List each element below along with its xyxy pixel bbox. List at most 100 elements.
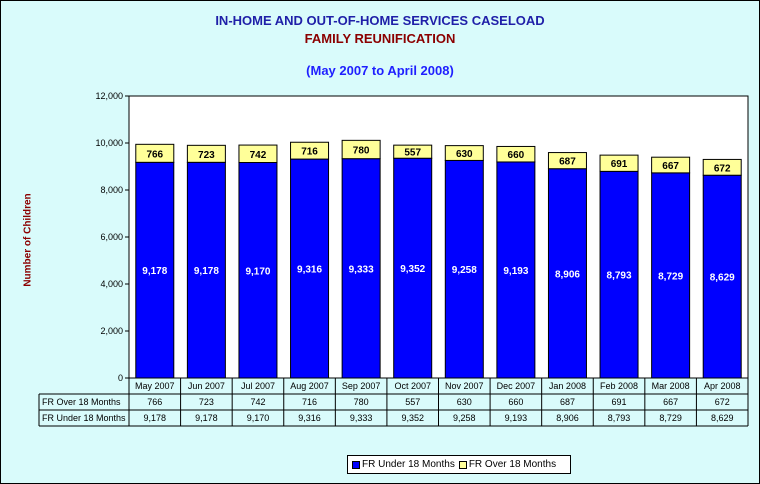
data-label-under: 9,316 — [297, 265, 322, 276]
bar-under-18-months — [186, 161, 226, 379]
data-label-over: 716 — [301, 147, 318, 158]
legend-swatch-under — [352, 460, 360, 469]
table-cell: 9,178 — [195, 413, 218, 423]
legend-item-under: FR Under 18 Months — [352, 459, 455, 470]
table-cell: 8,729 — [659, 413, 682, 423]
data-label-over: 630 — [456, 149, 473, 160]
y-tick-label: 12,000 — [95, 91, 123, 101]
y-tick-label: 4,000 — [100, 279, 123, 289]
y-tick-label: 6,000 — [100, 232, 123, 242]
x-tick-label: Apr 2008 — [704, 381, 741, 391]
x-tick-label: Dec 2007 — [497, 381, 536, 391]
bar-under-18-months — [444, 159, 484, 379]
x-tick-label: Jun 2007 — [188, 381, 225, 391]
data-label-under: 9,333 — [349, 264, 374, 275]
data-label-over: 667 — [662, 161, 679, 172]
table-cell: 687 — [560, 397, 575, 407]
bar-over-18-months — [547, 152, 587, 170]
legend: FR Under 18 Months FR Over 18 Months — [347, 455, 571, 474]
y-tick-label: 8,000 — [100, 185, 123, 195]
bar-over-18-months — [651, 156, 691, 174]
table-cell: 716 — [302, 397, 317, 407]
x-tick-label: Nov 2007 — [445, 381, 484, 391]
data-label-under: 9,178 — [194, 266, 219, 277]
table-cell: 8,906 — [556, 413, 579, 423]
data-label-over: 723 — [198, 150, 215, 161]
legend-swatch-over — [458, 460, 467, 469]
bar-under-18-months — [547, 168, 587, 379]
table-cell: 557 — [405, 397, 420, 407]
bar-under-18-months — [702, 174, 742, 379]
data-label-over: 687 — [559, 157, 576, 168]
table-cell: 9,193 — [505, 413, 528, 423]
table-cell: 8,629 — [711, 413, 734, 423]
x-tick-label: Sep 2007 — [342, 381, 381, 391]
x-tick-label: Jan 2008 — [549, 381, 586, 391]
table-cell: 9,170 — [247, 413, 270, 423]
x-tick-label: Jul 2007 — [241, 381, 275, 391]
bar-over-18-months — [393, 144, 433, 159]
bar-under-18-months — [599, 170, 639, 379]
x-tick-label: Mar 2008 — [652, 381, 690, 391]
table-cell: 9,178 — [144, 413, 167, 423]
table-cell: 723 — [199, 397, 214, 407]
bar-under-18-months — [290, 158, 330, 379]
x-tick-label: Aug 2007 — [290, 381, 329, 391]
legend-label-under: FR Under 18 Months — [362, 459, 455, 470]
bar-over-18-months — [290, 141, 330, 160]
bar-over-18-months — [444, 145, 484, 161]
table-cell: 780 — [354, 397, 369, 407]
data-label-under: 8,729 — [658, 271, 683, 282]
table-cell: 667 — [663, 397, 678, 407]
data-label-under: 8,906 — [555, 269, 580, 280]
bar-over-18-months — [186, 144, 226, 163]
bar-under-18-months — [393, 157, 433, 379]
bar-under-18-months — [496, 161, 536, 379]
x-tick-label: May 2007 — [135, 381, 175, 391]
bar-over-18-months — [135, 143, 175, 163]
data-label-over: 766 — [146, 149, 163, 160]
y-tick-label: 10,000 — [95, 138, 123, 148]
bar-over-18-months — [702, 158, 742, 176]
data-label-over: 672 — [714, 163, 731, 174]
bar-over-18-months — [599, 154, 639, 172]
table-row-label: FR Under 18 Months — [42, 413, 126, 423]
data-label-under: 9,170 — [245, 266, 270, 277]
table-cell: 8,793 — [608, 413, 631, 423]
table-cell: 672 — [715, 397, 730, 407]
table-cell: 742 — [250, 397, 265, 407]
bar-over-18-months — [341, 139, 381, 160]
bar-under-18-months — [341, 158, 381, 379]
x-tick-label: Feb 2008 — [600, 381, 638, 391]
bar-over-18-months — [238, 144, 278, 164]
data-label-over: 660 — [508, 150, 525, 161]
legend-label-over: FR Over 18 Months — [468, 459, 557, 470]
bar-under-18-months — [238, 162, 278, 379]
table-cell: 691 — [612, 397, 627, 407]
data-label-over: 691 — [611, 159, 628, 170]
table-cell: 660 — [508, 397, 523, 407]
data-label-under: 8,793 — [607, 271, 632, 282]
table-cell: 9,316 — [298, 413, 321, 423]
data-label-under: 9,352 — [400, 264, 425, 275]
data-label-under: 9,193 — [503, 266, 528, 277]
data-label-under: 9,178 — [142, 266, 167, 277]
y-tick-label: 2,000 — [100, 326, 123, 336]
table-cell: 630 — [457, 397, 472, 407]
chart-title: IN-HOME AND OUT-OF-HOME SERVICES CASELOA… — [215, 13, 545, 28]
data-label-over: 557 — [404, 148, 421, 159]
table-cell: 766 — [147, 397, 162, 407]
chart-subtitle: FAMILY REUNIFICATION — [304, 31, 456, 46]
table-row-label: FR Over 18 Months — [42, 397, 121, 407]
data-label-over: 742 — [250, 150, 267, 161]
table-cell: 9,333 — [350, 413, 373, 423]
bar-over-18-months — [496, 145, 536, 163]
data-label-under: 9,258 — [452, 265, 477, 276]
bar-under-18-months — [651, 172, 691, 379]
table-cell: 9,352 — [401, 413, 424, 423]
chart-period: (May 2007 to April 2008) — [306, 63, 454, 78]
table-cell: 9,258 — [453, 413, 476, 423]
y-tick-label: 0 — [118, 373, 123, 383]
data-label-over: 780 — [353, 146, 370, 157]
